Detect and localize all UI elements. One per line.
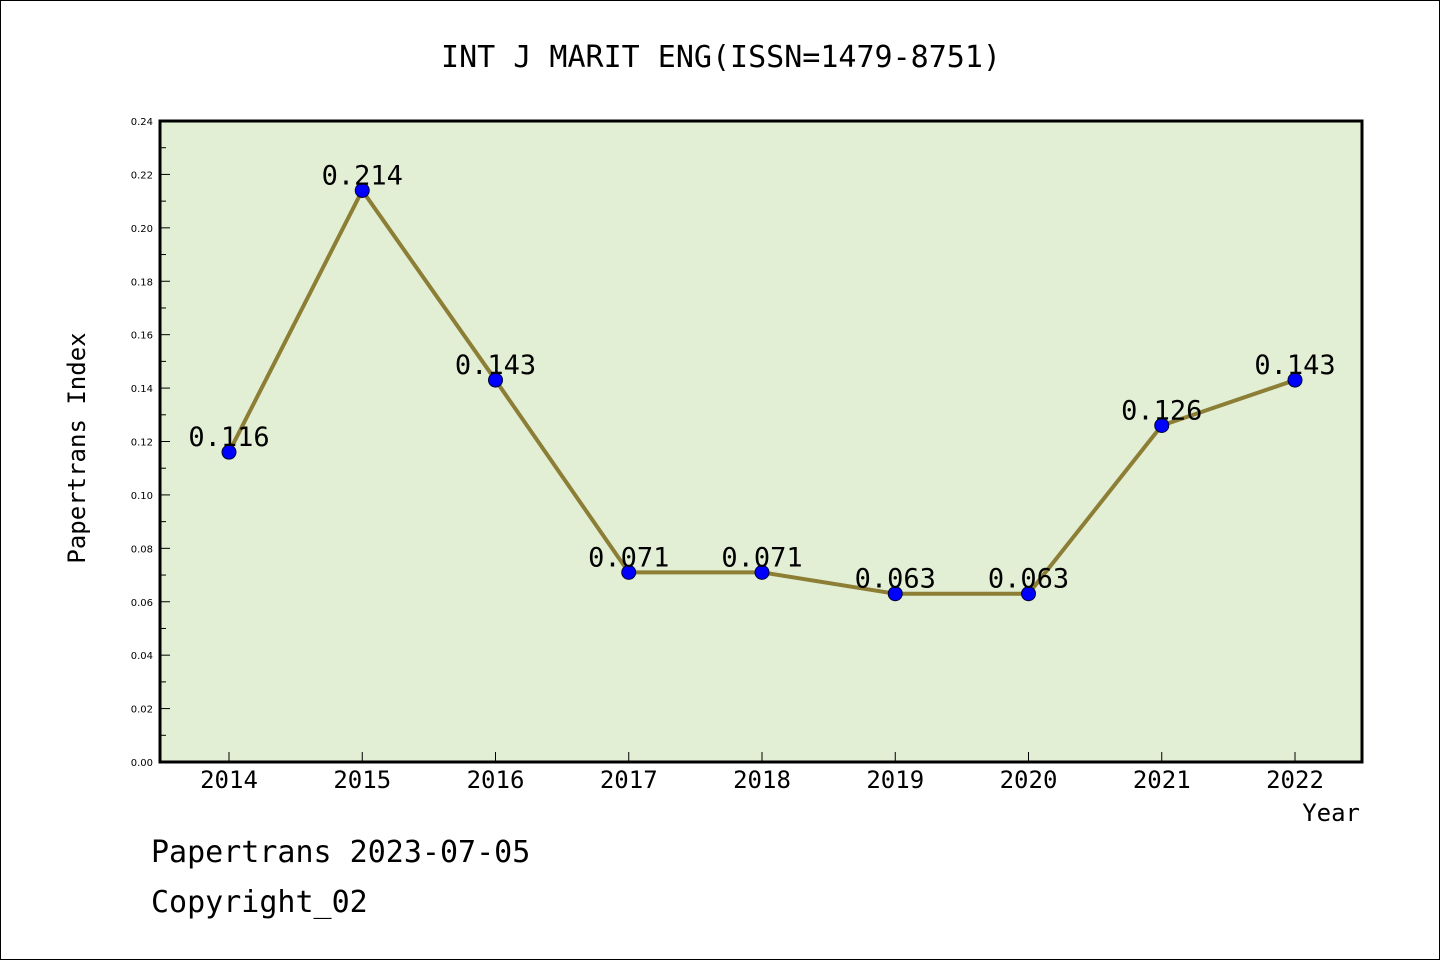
data-label: 0.071 xyxy=(588,542,669,573)
x-tick-label: 2014 xyxy=(200,766,258,794)
y-tick-label: 0.04 xyxy=(131,651,153,662)
data-label: 0.063 xyxy=(988,564,1069,595)
footer-copyright: Copyright_02 xyxy=(151,885,368,920)
y-tick-label: 0.10 xyxy=(131,491,153,502)
data-point xyxy=(1154,417,1170,433)
y-tick-label: 0.02 xyxy=(131,705,153,716)
data-point xyxy=(1287,372,1303,388)
data-point xyxy=(354,182,370,198)
y-axis-ticks: 0.00 0.02 0.04 0.06 0.08 0.10 0.12 0.14 0.16 0.18… xyxy=(131,117,170,769)
data-label: 0.126 xyxy=(1121,395,1202,426)
plot-border xyxy=(158,119,1364,764)
y-tick-label: 0.22 xyxy=(131,170,153,181)
y-tick-label: 0.06 xyxy=(131,598,153,609)
y-tick-label: 0.18 xyxy=(131,277,153,288)
data-point xyxy=(488,372,503,388)
data-labels: 0.116 0.214 0.143 0.071 0.071 0.063 0.063 0.126… xyxy=(188,160,1335,594)
y-tick-label: 0.12 xyxy=(131,438,153,449)
x-tick-label: 2021 xyxy=(1133,766,1191,794)
data-label: 0.116 xyxy=(188,422,269,453)
x-tick-label: 2019 xyxy=(866,766,924,794)
footer-date: Papertrans 2023-07-05 xyxy=(151,835,531,870)
x-tick-label: 2017 xyxy=(600,766,658,794)
data-label: 0.143 xyxy=(455,350,536,381)
data-label: 0.071 xyxy=(721,542,802,573)
x-tick-label: 2018 xyxy=(733,766,791,794)
x-tick-label: 2016 xyxy=(467,766,525,794)
chart-title: INT J MARIT ENG(ISSN=1479-8751) xyxy=(441,40,1001,75)
x-axis-ticks: 2014 2015 2016 2017 2018 2019 2020 2021 2022 xyxy=(200,752,1324,794)
data-point xyxy=(221,444,237,460)
y-tick-label: 0.00 xyxy=(131,758,153,769)
data-point xyxy=(621,564,637,580)
y-tick-label: 0.14 xyxy=(131,384,153,395)
data-label: 0.063 xyxy=(855,564,936,595)
y-tick-label: 0.24 xyxy=(131,117,153,128)
data-point xyxy=(1021,586,1036,602)
y-tick-label: 0.16 xyxy=(131,331,153,342)
data-label: 0.143 xyxy=(1254,350,1335,381)
x-tick-label: 2020 xyxy=(1000,766,1058,794)
x-tick-label: 2022 xyxy=(1266,766,1324,794)
data-label: 0.214 xyxy=(322,160,403,191)
data-point xyxy=(754,564,770,580)
x-tick-label: 2015 xyxy=(333,766,391,794)
y-axis-label: Papertrans Index xyxy=(63,332,91,563)
plot-area xyxy=(160,121,1362,762)
y-tick-label: 0.08 xyxy=(131,544,153,555)
data-markers xyxy=(221,182,1303,602)
y-tick-label: 0.20 xyxy=(131,224,153,235)
data-point xyxy=(887,586,903,602)
x-axis-label: Year xyxy=(1302,799,1360,827)
